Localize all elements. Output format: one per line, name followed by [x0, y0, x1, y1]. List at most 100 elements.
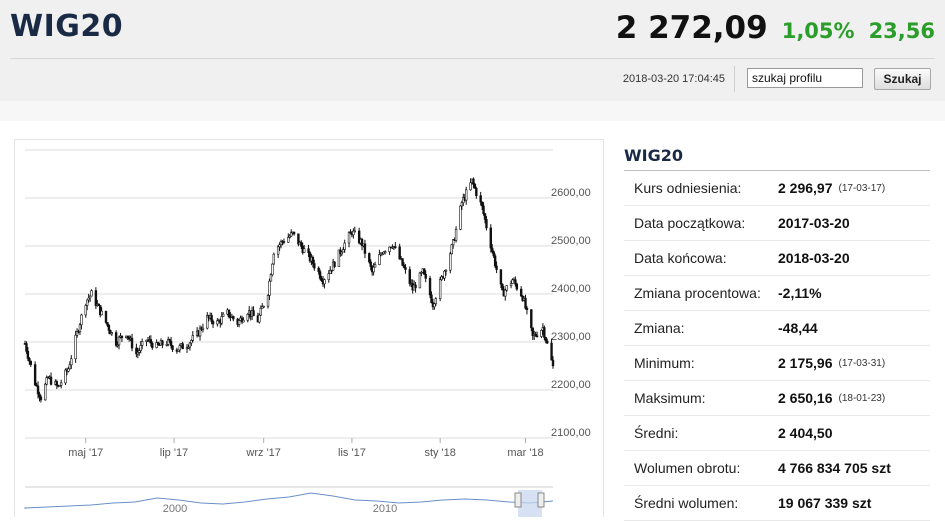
search-button[interactable]: Szukaj — [874, 68, 931, 90]
stats-date: (17-03-17) — [838, 182, 886, 194]
candle-body — [514, 279, 517, 285]
candle-body — [438, 279, 442, 299]
candle-body — [302, 248, 306, 253]
candle-body — [161, 340, 164, 346]
candle-body — [188, 342, 192, 348]
stats-row: Wolumen obrotu: 4 766 834 705 szt — [624, 451, 930, 486]
stats-value: -48,44 — [778, 320, 818, 336]
candle-body — [64, 369, 67, 384]
price-chart[interactable]: 2100,00 2200,00 2300,00 2400,00 2500,00 2600,… — [0, 0, 610, 517]
candle-body — [493, 255, 497, 267]
candle-body — [67, 368, 70, 372]
x-tick-label: sty '18 — [424, 447, 455, 459]
candle-body — [401, 258, 404, 266]
candle-body — [491, 247, 494, 252]
candle-body — [414, 284, 417, 289]
candle-body — [505, 285, 508, 291]
candle-body — [279, 241, 283, 246]
candle-body — [227, 309, 231, 318]
stats-row: Średni wolumen: 19 067 339 szt — [624, 486, 930, 521]
candle-body — [169, 340, 173, 347]
candle-body — [211, 321, 215, 325]
candle-body — [368, 253, 371, 263]
candle-body — [104, 310, 108, 323]
stats-label: Minimum: — [634, 355, 695, 371]
candle-body — [106, 322, 109, 326]
stats-date: (17-03-31) — [838, 357, 886, 369]
candle-body — [139, 345, 142, 351]
candle-body — [519, 288, 523, 297]
candle-body — [252, 310, 255, 316]
candle-body — [268, 280, 271, 296]
candle-body — [424, 273, 427, 279]
candle-body — [271, 263, 274, 276]
x-tick-label: mar '18 — [507, 447, 543, 459]
candle-body — [269, 274, 273, 282]
candle-body — [140, 341, 144, 346]
candle-body — [262, 305, 265, 308]
candle-body — [97, 303, 100, 306]
stats-title: WIG20 — [624, 141, 930, 171]
stats-value: 2018-03-20 — [778, 250, 850, 266]
stats-label: Maksimum: — [634, 390, 706, 406]
candle-body — [504, 289, 507, 297]
stats-label: Średni: — [634, 425, 679, 441]
candle-body — [151, 342, 154, 348]
candle-body — [501, 283, 504, 291]
quote-summary: 2 272,09 1,05% 23,56 — [616, 10, 935, 46]
candle-body — [258, 314, 261, 323]
candle-body — [109, 330, 112, 335]
candle-body — [191, 335, 195, 341]
candle-body — [278, 244, 281, 248]
candle-body — [378, 254, 381, 265]
candle-body — [55, 381, 59, 386]
candle-body — [201, 327, 205, 330]
candle-body — [540, 329, 543, 337]
candle-body — [38, 393, 41, 398]
candle-body — [327, 273, 330, 281]
candle-body — [317, 267, 320, 272]
y-tick-label: 2300,00 — [551, 331, 591, 343]
candle-body — [454, 229, 458, 241]
index-title: WIG20 — [10, 9, 124, 44]
candle-body — [289, 232, 293, 237]
stats-value: 19 067 339 szt — [778, 495, 872, 511]
candle-body — [168, 339, 171, 342]
candle-body — [551, 359, 555, 367]
candle-body — [232, 316, 235, 320]
candles — [23, 177, 555, 403]
candle-body — [449, 253, 452, 271]
profile-search-input[interactable] — [747, 68, 863, 88]
navigator-line — [24, 492, 554, 509]
stats-label: Zmiana procentowa: — [634, 285, 761, 301]
stats-value: -2,11% — [778, 285, 822, 301]
stats-date: (18-01-23) — [838, 392, 886, 404]
candle-body — [404, 267, 407, 270]
candle-body — [444, 269, 448, 272]
candle-body — [33, 364, 37, 386]
stats-value: 2 650,16 — [778, 390, 833, 406]
candle-body — [363, 243, 367, 254]
stats-value: 4 766 834 705 szt — [778, 460, 891, 476]
candle-body — [534, 333, 537, 337]
candle-body — [288, 235, 291, 238]
candle-body — [282, 241, 286, 243]
candle-body — [206, 315, 209, 329]
candle-body — [450, 244, 453, 255]
candle-body — [70, 358, 73, 366]
candle-body — [266, 295, 270, 307]
candle-body — [99, 305, 102, 316]
candle-body — [165, 344, 168, 346]
candle-body — [369, 261, 372, 267]
candle-body — [420, 272, 423, 274]
candle-body — [308, 252, 312, 262]
candle-body — [515, 283, 519, 290]
candle-body — [394, 246, 397, 248]
candle-body — [373, 264, 377, 268]
candle-body — [550, 342, 553, 361]
candle-body — [544, 337, 547, 342]
stats-row: Średni: 2 404,50 — [624, 416, 930, 451]
stats-value: 2 175,96 — [778, 355, 833, 371]
candle-body — [29, 360, 32, 365]
candle-body — [156, 342, 160, 345]
